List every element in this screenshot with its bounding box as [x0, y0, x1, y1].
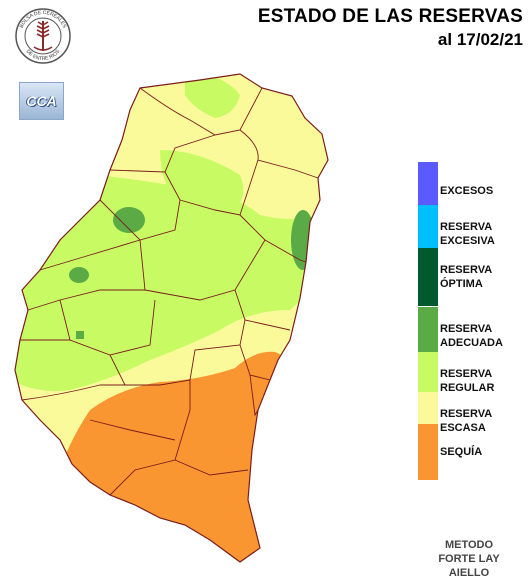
legend-label-reserva-escasa: RESERVA ESCASA — [440, 408, 493, 434]
legend-item-reserva-adecuada: RESERVA ADECUADA — [418, 307, 528, 365]
map-title-block: ESTADO DE LAS RESERVAS al 17/02/21 — [258, 5, 523, 52]
legend-swatch-sequia — [418, 424, 438, 480]
legend-item-reserva-optima: RESERVA ÓPTIMA — [418, 248, 528, 306]
map-title: ESTADO DE LAS RESERVAS — [257, 6, 523, 27]
method-note: METODO FORTE LAY AIELLO — [438, 539, 500, 579]
legend-swatch-reserva-optima — [418, 248, 438, 306]
legend-swatch-reserva-adecuada — [418, 307, 438, 365]
legend-label-reserva-regular: RESERVA REGULAR — [440, 368, 495, 394]
bolsa-cereales-seal-logo: BOLSA DE CEREALES DE ENTRE RIOS — [15, 8, 71, 64]
legend-label-sequia: SEQUÍA — [440, 446, 483, 458]
legend-label-excesos: EXCESOS — [440, 185, 494, 197]
legend-item-sequia: SEQUÍA — [418, 424, 528, 480]
legend-label-reserva-optima: RESERVA ÓPTIMA — [440, 264, 493, 290]
cca-badge-text: CCA — [26, 93, 57, 109]
map-date: al 17/02/21 — [437, 30, 523, 49]
legend-label-reserva-excesiva: RESERVA EXCESIVA — [440, 221, 495, 247]
legend-label-reserva-adecuada: RESERVA ADECUADA — [440, 323, 503, 349]
cca-badge-logo: CCA — [19, 82, 64, 120]
